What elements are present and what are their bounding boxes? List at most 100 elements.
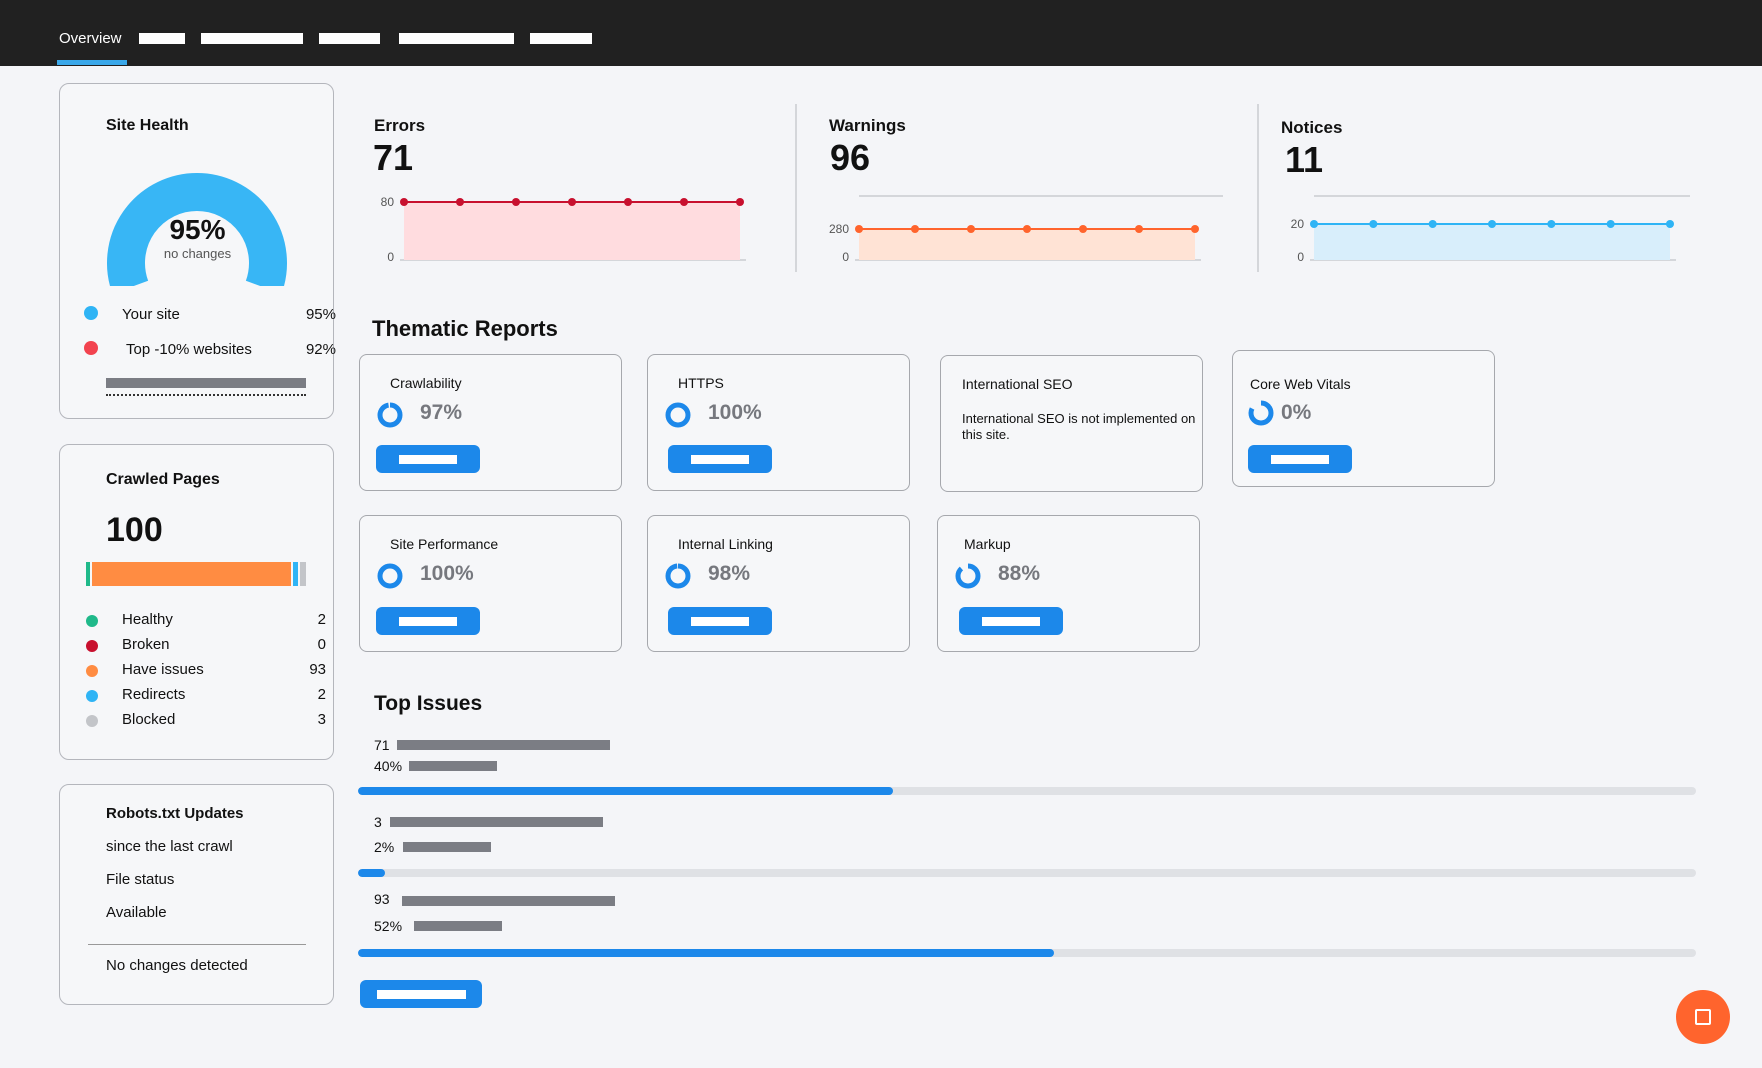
view-report-button[interactable] [376,607,480,635]
progress-ring-icon [1248,400,1274,426]
divider [106,394,306,396]
data-point [967,225,975,233]
robots-file-status-label: File status [106,871,175,888]
view-report-button[interactable] [1248,445,1352,473]
row-label: Healthy [122,611,173,628]
robots-since: since the last crawl [106,838,233,855]
view-report-button[interactable] [376,445,480,473]
legend-label: Your site [122,306,180,323]
site-health-link-placeholder[interactable] [106,378,306,388]
warnings-value[interactable]: 96 [830,137,871,178]
site-health-card[interactable]: Site Health 95% no changes Your site 95%… [59,83,336,419]
issue-count: 3 [374,814,382,830]
tab-placeholder[interactable] [139,33,185,44]
issue-subtitle-placeholder [409,761,497,771]
area-fill [404,202,740,260]
row-value: 2 [317,686,326,703]
row-value: 2 [317,611,326,628]
divider [795,104,797,272]
data-point [1428,220,1437,228]
view-report-button[interactable] [668,445,772,473]
errors-value[interactable]: 71 [373,137,414,178]
report-card-https[interactable]: HTTPS 100% [647,354,910,491]
report-card-internal-linking[interactable]: Internal Linking 98% [647,515,910,652]
stacked-bar-segment [299,562,307,586]
issue-title-placeholder[interactable] [390,817,603,827]
report-name: Core Web Vitals [1250,376,1351,392]
report-card-site-performance[interactable]: Site Performance 100% [359,515,622,652]
legend-dot [86,615,98,627]
divider [88,944,306,945]
issue-progress-bar [358,869,1696,877]
crawled-pages-stacked-bar [86,562,308,586]
issue-progress-bar [358,949,1696,957]
legend-dot [84,341,98,355]
data-point [1191,225,1199,233]
notices-value[interactable]: 11 [1285,139,1324,180]
progress-ring-icon [665,402,691,428]
issue-percent: 40% [374,758,403,774]
report-percent: 100% [708,401,762,424]
row-label: Have issues [122,661,204,678]
report-card-markup[interactable]: Markup 88% [937,515,1200,652]
top-nav: Overview [0,0,1762,66]
report-percent: 98% [708,562,751,585]
thematic-reports-title: Thematic Reports [372,316,558,341]
issue-progress-bar [358,787,1696,795]
data-point [1488,220,1496,228]
report-card-crawlability[interactable]: Crawlability 97% [359,354,622,491]
progress-ring-icon [377,563,403,589]
report-message: International SEO is not implemented on … [962,411,1196,442]
report-percent: 100% [420,562,474,585]
progress-ring-icon [955,563,981,589]
robots-file-status: Available [106,904,167,921]
data-point [1606,220,1615,228]
report-card-international-seo[interactable]: International SEO International SEO is n… [940,355,1203,492]
stacked-bar-segment [92,562,292,586]
report-card-core-web-vitals[interactable]: Core Web Vitals 0% [1232,350,1495,487]
tab-placeholder[interactable] [530,33,592,44]
issue-title-placeholder[interactable] [402,896,615,906]
site-health-title: Site Health [106,117,189,134]
row-value: 0 [317,636,326,653]
chat-button[interactable] [1676,990,1730,1044]
progress-ring-icon [377,402,403,428]
issue-title-placeholder[interactable] [397,740,610,750]
chat-icon [1695,1009,1711,1025]
view-report-button[interactable] [959,607,1063,635]
robots-changes: No changes detected [106,957,248,974]
tab-placeholder[interactable] [399,33,514,44]
legend-dot [86,665,98,677]
data-point [456,198,464,206]
notices-sparkline: 20 0 [1291,195,1690,264]
issue-subtitle-placeholder [414,921,502,931]
tab-placeholder[interactable] [201,33,303,44]
data-point [512,198,520,206]
top-issues-title: Top Issues [374,692,483,715]
view-report-button[interactable] [668,607,772,635]
axis-tick-label: 280 [829,222,849,236]
tab-placeholder[interactable] [319,33,380,44]
view-all-issues-button[interactable] [360,980,482,1008]
data-point [1023,225,1031,233]
row-value: 93 [309,661,326,678]
report-percent: 97% [420,401,463,424]
data-point [1135,225,1143,233]
tab-active-indicator [57,60,127,65]
row-label: Blocked [122,711,176,728]
crawled-pages-card[interactable]: Crawled Pages 100 Healthy 2 Broken 0 Have is… [59,444,334,760]
area-fill [859,229,1195,260]
data-point [1079,225,1087,233]
issue-count: 93 [374,891,390,907]
area-fill [1314,224,1670,260]
legend-value: 95% [305,306,336,323]
axis-tick-label: 80 [381,195,395,209]
data-point [568,198,576,206]
legend-label: Top -10% websites [126,341,252,358]
tab-overview[interactable]: Overview [59,30,122,47]
row-label: Broken [122,636,170,653]
crawled-pages-total[interactable]: 100 [106,511,163,549]
report-name: International SEO [962,376,1073,392]
errors-title: Errors [374,116,426,135]
legend-dot [84,306,98,320]
